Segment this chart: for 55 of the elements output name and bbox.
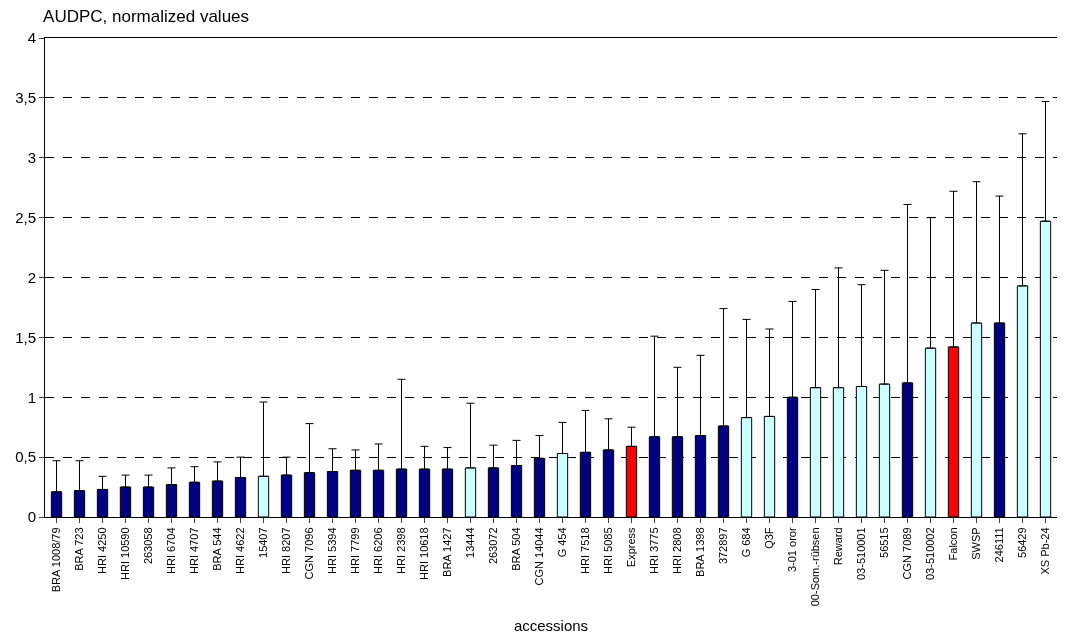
x-tick-label: 15407	[257, 527, 270, 558]
x-tick-label: HRI 5394	[326, 527, 339, 574]
y-tick-label: 4	[27, 29, 36, 47]
x-tick-label: HRI 8207	[280, 527, 293, 574]
x-tick-label: BRA 1008/79	[50, 527, 63, 593]
x-tick-label: HRI 3775	[648, 527, 661, 574]
y-tick-label: 1	[27, 388, 36, 406]
x-tick-label: 56515	[878, 527, 891, 558]
x-tick-label: CGN 14044	[533, 527, 546, 586]
x-tick-label: Express	[625, 526, 638, 568]
x-tick-label: HRI 5085	[602, 527, 615, 574]
x-tick-label: SWSP	[970, 527, 983, 560]
x-tick-label: HRI 2398	[395, 527, 408, 574]
x-tick-label: HRI 10618	[418, 527, 431, 580]
y-tick-label: 2	[27, 268, 36, 286]
x-tick-label: XS Pb-24	[1039, 527, 1052, 575]
x-tick-label: HRI 2808	[671, 527, 684, 574]
x-tick-label: 263072	[487, 527, 500, 565]
x-tick-label: Reward	[832, 527, 845, 566]
y-tick-label: 3,5	[15, 89, 36, 107]
x-tick-label: HRI 6704	[165, 527, 178, 574]
x-tick-label: BRA 504	[510, 527, 523, 571]
chart-title: AUDPC, normalized values	[43, 6, 250, 26]
x-tick-label: BRA 723	[73, 527, 86, 571]
x-tick-label: 03-510002	[924, 527, 937, 581]
x-tick-label: HRI 4622	[234, 527, 247, 574]
x-tick-label: HRI 6206	[372, 527, 385, 574]
x-tick-label: 3-01 oror	[786, 527, 799, 573]
x-axis-title: accessions	[513, 617, 589, 635]
y-tick-label: 3	[27, 149, 36, 166]
x-tick-label: HRI 4707	[188, 527, 201, 574]
x-tick-label: HRI 10590	[119, 527, 132, 580]
x-tick-label: 246111	[993, 527, 1006, 563]
y-tick-label: 2,5	[15, 208, 36, 226]
x-tick-label: 03-510001	[855, 527, 868, 581]
x-tick-label: BRA 544	[211, 527, 224, 571]
x-tick-label: BRA 1427	[441, 527, 454, 577]
x-tick-label: 263058	[142, 527, 155, 565]
x-tick-label: BRA 1398	[694, 527, 707, 577]
y-tick-label: 0,5	[15, 448, 36, 466]
x-tick-label: CGN 7089	[901, 527, 914, 580]
x-tick-label: Falcon	[947, 527, 960, 561]
x-tick-label: 00-Som.-rübsen	[809, 527, 822, 607]
x-tick-label: 372897	[717, 527, 730, 565]
y-tick-label: 1,5	[15, 328, 36, 346]
x-tick-label: G 454	[556, 527, 569, 558]
x-tick-label: CGN 7096	[303, 527, 316, 580]
x-tick-label: 13444	[464, 527, 477, 558]
x-tick-label: G 684	[740, 527, 753, 558]
x-tick-label: 56429	[1016, 527, 1029, 558]
x-tick-label: Q3F	[763, 527, 776, 549]
x-tick-label: HRI 7799	[349, 527, 362, 574]
x-tick-label: HRI 4250	[96, 527, 109, 574]
x-tick-label: HRI 7518	[579, 527, 592, 574]
y-tick-label: 0	[27, 508, 36, 526]
